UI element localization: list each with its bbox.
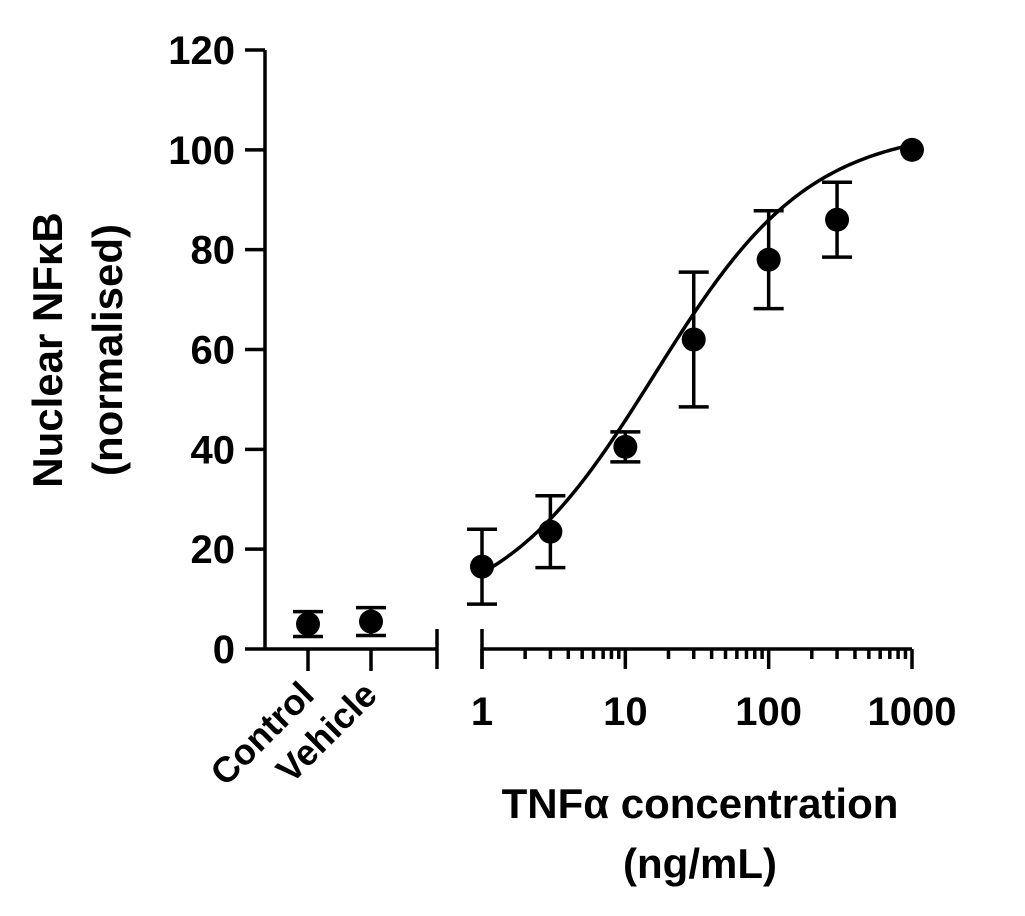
- data-marks: [293, 137, 924, 639]
- point-x-10: [613, 434, 638, 459]
- labels: Nuclear NFκB (normalised) TNFα concentra…: [24, 212, 898, 887]
- point-x-1000: [900, 137, 924, 162]
- y-tick-label-0: 0: [213, 628, 235, 672]
- y-axis-title-line2: (normalised): [84, 224, 131, 476]
- point-x-100: [756, 247, 781, 272]
- x-tick-label-1000: 1000: [868, 690, 957, 734]
- x-tick-label-10: 10: [603, 690, 648, 734]
- y-tick-label-40: 40: [191, 428, 236, 472]
- fit-curve: [481, 143, 913, 575]
- x-tick-label-100: 100: [735, 690, 802, 734]
- point-vehicle: [359, 609, 383, 634]
- y-axis-title-line1: Nuclear NFκB: [24, 212, 71, 487]
- point-x-1: [470, 554, 494, 579]
- point-x-300: [825, 207, 850, 232]
- point-x-30: [681, 327, 706, 352]
- y-tick-label-80: 80: [191, 229, 236, 273]
- point-control: [296, 612, 320, 637]
- x-axis-title-line2: (ng/mL): [623, 840, 777, 887]
- y-tick-label-100: 100: [168, 129, 235, 173]
- y-tick-label-120: 120: [168, 29, 235, 73]
- point-x-3: [538, 519, 563, 544]
- fit-curve-layer: [481, 143, 913, 575]
- x-axis-title-line1: TNFα concentration: [502, 780, 899, 827]
- y-tick-label-60: 60: [191, 329, 236, 373]
- y-tick-label-20: 20: [191, 528, 236, 572]
- x-tick-label-1: 1: [471, 690, 493, 734]
